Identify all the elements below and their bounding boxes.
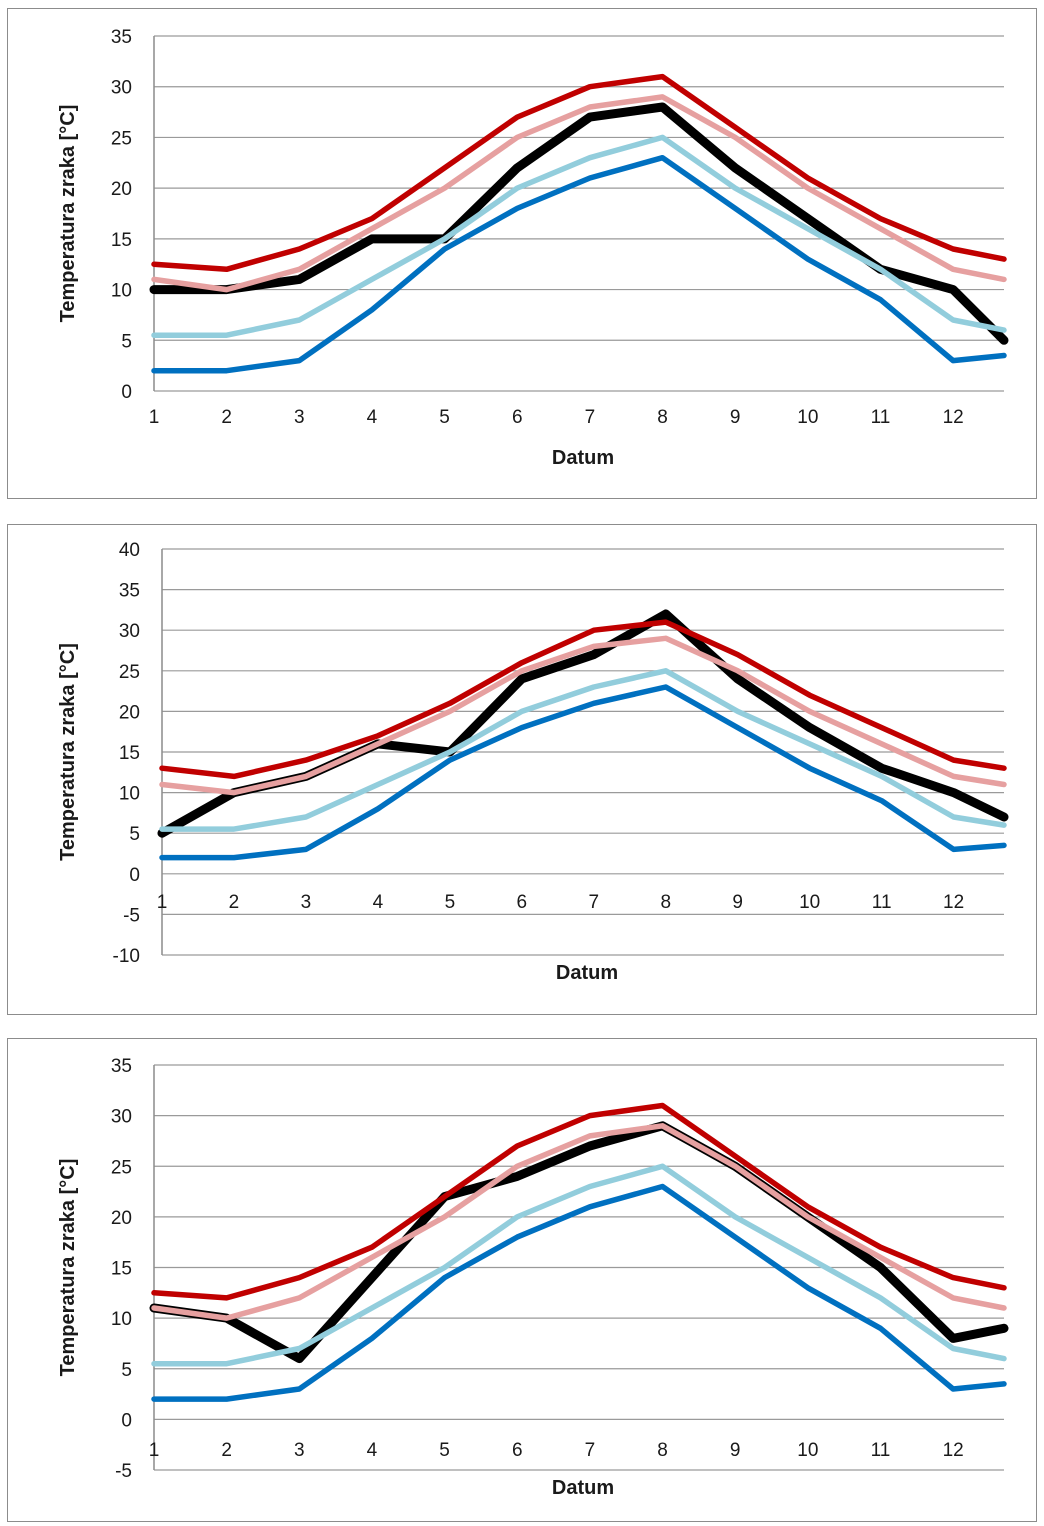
y-tick-label: 5 — [129, 824, 140, 845]
x-tick-label: 12 — [943, 407, 964, 428]
y-tick-label: 25 — [119, 662, 140, 683]
y-tick-label: 0 — [121, 382, 132, 403]
y-tick-label: 5 — [121, 1360, 132, 1381]
chart-panel-2: -10 -5 0 5 10 15 20 25 30 35 40 1 2 3 4 5 6 7 8 9 10 11 12 Datu… — [7, 524, 1037, 1015]
y-tick-label: 15 — [119, 743, 140, 764]
series-line-lightblue — [159, 668, 1007, 832]
series-line-pink — [151, 1123, 1007, 1321]
x-tick-label: 10 — [797, 407, 818, 428]
x-tick-label: 6 — [512, 1440, 523, 1461]
x-tick-label: 9 — [732, 892, 743, 913]
x-tick-label: 6 — [517, 892, 528, 913]
x-tick-label: 2 — [221, 1440, 232, 1461]
x-tick-label: 4 — [373, 892, 384, 913]
x-tick-label: 1 — [149, 407, 160, 428]
series-line-lightblue — [151, 1163, 1007, 1367]
series-line-black — [149, 1121, 1009, 1364]
x-tick-label: 1 — [157, 892, 168, 913]
y-tick-label: 30 — [111, 1107, 132, 1128]
y-tick-label: 30 — [119, 621, 140, 642]
series-line-blue — [151, 154, 1007, 374]
series-line-red — [151, 1102, 1007, 1301]
x-tick-label: 8 — [660, 892, 671, 913]
y-tick-label: 20 — [111, 179, 132, 200]
series-line-blue — [159, 684, 1007, 861]
x-tick-label: 3 — [301, 892, 312, 913]
y-tick-label: 40 — [119, 540, 140, 561]
y-tick-label: 0 — [121, 1410, 132, 1431]
y-tick-label: 10 — [111, 281, 132, 302]
y-tick-label: 35 — [119, 581, 140, 602]
x-tick-label: 4 — [367, 407, 378, 428]
y-tick-label: -5 — [123, 905, 140, 926]
series-line-red — [159, 619, 1007, 780]
y-tick-label: 5 — [121, 331, 132, 352]
x-tick-label: 12 — [943, 892, 964, 913]
x-tick-label: 6 — [512, 407, 523, 428]
x-tick-label: 2 — [221, 407, 232, 428]
y-tick-label: 20 — [111, 1208, 132, 1229]
y-tick-label: 35 — [111, 1056, 132, 1077]
y-tick-label: 10 — [119, 784, 140, 805]
x-axis-title: Datum — [556, 962, 618, 984]
series-line-blue — [151, 1183, 1007, 1402]
series-line-pink — [159, 635, 1007, 796]
series-line-lightblue — [151, 134, 1007, 338]
y-tick-label: 20 — [119, 702, 140, 723]
y-axis-title: Temperatura zraka [°C] — [57, 1159, 79, 1377]
x-tick-label: 7 — [589, 892, 600, 913]
x-tick-label: 8 — [657, 407, 668, 428]
y-tick-label: -5 — [115, 1461, 132, 1482]
y-tick-label: 10 — [111, 1309, 132, 1330]
y-tick-label: 30 — [111, 78, 132, 99]
chart-panel-1: 0 5 10 15 20 25 30 35 1 2 3 4 5 6 7 8 9 10 11 12 Datum Temper… — [7, 8, 1037, 499]
y-axis-title: Temperatura zraka [°C] — [57, 105, 79, 323]
x-tick-label: 5 — [439, 407, 450, 428]
y-tick-label: 0 — [129, 865, 140, 886]
x-tick-label: 10 — [799, 892, 820, 913]
x-tick-label: 1 — [149, 1440, 160, 1461]
series-line-pink — [151, 94, 1007, 293]
y-tick-label: 25 — [111, 1157, 132, 1178]
x-tick-label: 11 — [871, 1440, 891, 1461]
x-tick-label: 7 — [585, 407, 596, 428]
y-tick-label: -10 — [113, 946, 140, 967]
x-tick-label: 2 — [229, 892, 240, 913]
y-tick-label: 25 — [111, 128, 132, 149]
y-tick-label: 15 — [111, 1259, 132, 1280]
y-axis-title: Temperatura zraka [°C] — [57, 643, 79, 861]
y-tick-label: 35 — [111, 27, 132, 48]
x-tick-label: 5 — [445, 892, 456, 913]
x-axis-title: Datum — [552, 1477, 614, 1499]
x-tick-label: 3 — [294, 1440, 305, 1461]
x-tick-label: 8 — [657, 1440, 668, 1461]
x-tick-label: 7 — [585, 1440, 596, 1461]
x-tick-label: 12 — [943, 1440, 964, 1461]
x-tick-label: 11 — [872, 892, 892, 913]
chart-panel-3: -5 0 5 10 15 20 25 30 35 1 2 3 4 5 6 7 8 9 10 11 12 Datum Temp… — [7, 1038, 1037, 1522]
x-tick-label: 4 — [367, 1440, 378, 1461]
x-tick-label: 9 — [730, 1440, 741, 1461]
y-tick-label: 15 — [111, 230, 132, 251]
x-tick-label: 10 — [797, 1440, 818, 1461]
x-tick-label: 5 — [439, 1440, 450, 1461]
x-tick-label: 9 — [730, 407, 741, 428]
x-tick-label: 3 — [294, 407, 305, 428]
x-axis-title: Datum — [552, 447, 614, 469]
series-line-red — [151, 73, 1007, 273]
x-tick-label: 11 — [871, 407, 891, 428]
